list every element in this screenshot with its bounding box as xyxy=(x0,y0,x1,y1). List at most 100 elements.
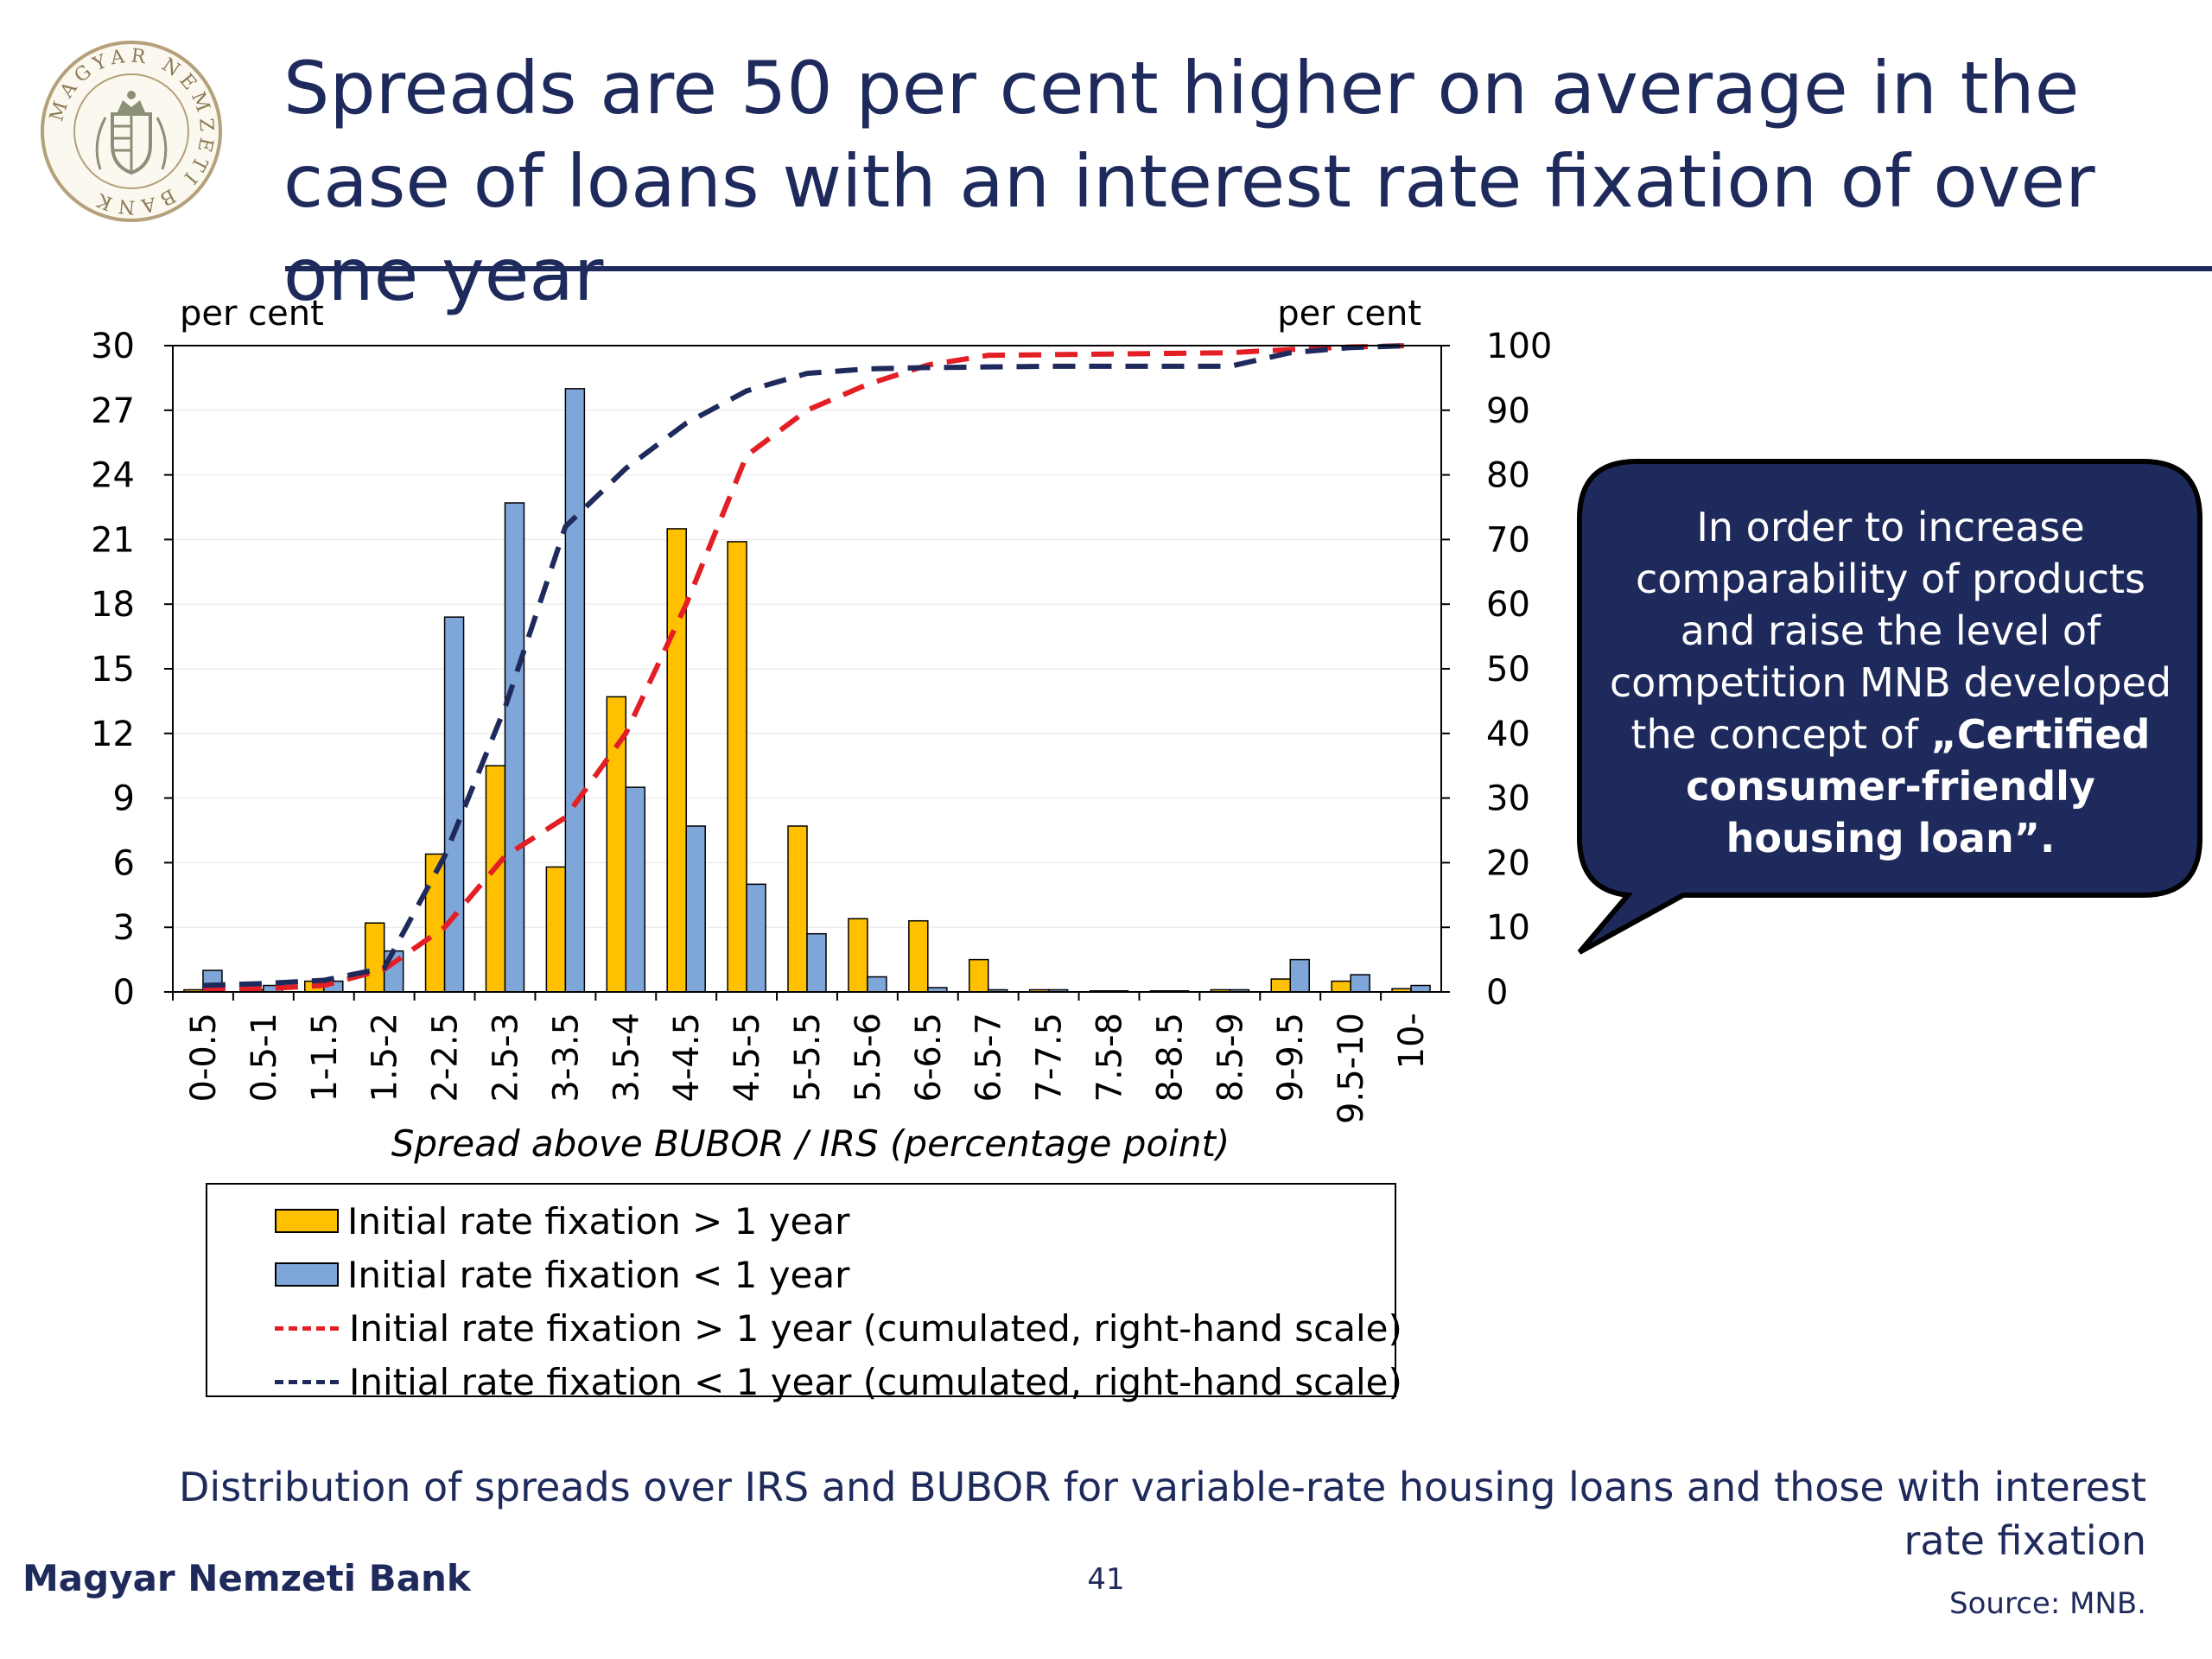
callout-text-bold: „Certified consumer-friendly housing loa… xyxy=(1686,711,2151,861)
x-tick-label: 7.5-8 xyxy=(1090,1013,1130,1103)
left-tick-label: 24 xyxy=(91,456,135,496)
x-tick-label: 4-4.5 xyxy=(667,1013,707,1103)
bar-fixation-over-1y xyxy=(787,825,808,993)
legend-label: Initial rate fixation > 1 year (cumulate… xyxy=(349,1306,1402,1350)
x-tick-label: 7-7.5 xyxy=(1030,1013,1070,1103)
page-title: Spreads are 50 per cent higher on averag… xyxy=(283,46,2095,317)
left-tick-label: 21 xyxy=(91,520,135,560)
cumulative-lines xyxy=(202,343,1412,993)
bar-fixation-over-1y xyxy=(908,919,929,993)
x-tick-label: 2.5-3 xyxy=(486,1013,525,1103)
left-tick-label: 0 xyxy=(113,973,135,1013)
right-tick-label: 10 xyxy=(1486,908,1530,948)
bar-fixation-over-1y xyxy=(364,922,385,993)
x-tick-label: 1.5-2 xyxy=(365,1013,405,1103)
x-tick-label: 10- xyxy=(1392,1013,1432,1069)
page-number: 41 xyxy=(1087,1562,1125,1597)
right-tick-label: 90 xyxy=(1486,391,1530,431)
line-cumulated-over-1y xyxy=(202,343,1412,993)
legend-label: Initial rate fixation > 1 year xyxy=(347,1199,850,1243)
bar-fixation-over-1y xyxy=(1270,978,1291,993)
legend-swatch-blue xyxy=(275,1262,339,1287)
title-divider xyxy=(285,266,2212,271)
left-tick-label: 6 xyxy=(113,843,135,883)
bar-fixation-under-1y xyxy=(564,388,586,993)
axis-ticks: 0 3 6 9 12 15 18 21 24 27 30 0 10 20 30 40 50 60 70 80 90 100… xyxy=(91,327,1552,1124)
bar-fixation-under-1y xyxy=(1289,958,1310,993)
spread-distribution-chart: 0 3 6 9 12 15 18 21 24 27 30 0 10 20 30 40 50 60 70 80 90 100… xyxy=(91,294,1552,1165)
x-tick-label: 2-2.5 xyxy=(426,1013,466,1103)
x-tick-label: 9-9.5 xyxy=(1271,1013,1311,1103)
bar-fixation-over-1y xyxy=(968,958,989,993)
bar-fixation-over-1y xyxy=(727,541,747,993)
source-note: Source: MNB. xyxy=(1949,1586,2146,1621)
x-axis-label: Spread above BUBOR / IRS (percentage poi… xyxy=(391,1122,1230,1165)
left-tick-label: 27 xyxy=(91,391,135,431)
bar-fixation-over-1y xyxy=(1331,980,1351,993)
coat-of-arms-icon xyxy=(95,91,168,175)
right-tick-label: 30 xyxy=(1486,779,1530,819)
bar-fixation-under-1y xyxy=(867,976,887,993)
speech-bubble xyxy=(1577,459,2202,955)
callout-text: In order to increase comparability of pr… xyxy=(1605,501,2176,864)
legend-label: Initial rate fixation < 1 year (cumulate… xyxy=(349,1360,1402,1403)
legend-item-fixation-under-1y: Initial rate fixation < 1 year xyxy=(275,1250,849,1299)
left-tick-label: 18 xyxy=(91,585,135,625)
bars xyxy=(183,388,1431,993)
callout-text-plain: In order to increase comparability of pr… xyxy=(1609,504,2172,758)
bar-fixation-under-1y xyxy=(443,616,465,993)
chart-caption: Distribution of spreads over IRS and BUB… xyxy=(179,1464,2146,1564)
x-tick-label: 5-5.5 xyxy=(788,1013,828,1103)
bar-fixation-over-1y xyxy=(545,866,567,993)
footer-bank-name: Magyar Nemzeti Bank xyxy=(22,1557,471,1599)
right-tick-label: 20 xyxy=(1486,843,1530,883)
left-tick-label: 9 xyxy=(113,779,135,819)
chart-legend: Initial rate fixation > 1 year Initial r… xyxy=(206,1183,1402,1403)
bar-fixation-under-1y xyxy=(685,825,706,993)
left-tick-label: 3 xyxy=(113,908,135,948)
right-tick-label: 40 xyxy=(1486,715,1530,754)
right-tick-label: 80 xyxy=(1486,456,1530,496)
left-axis-unit: per cent xyxy=(180,294,324,334)
mnb-logo: MAGYAR NEMZETI BANK xyxy=(41,41,222,222)
bar-fixation-over-1y xyxy=(485,765,506,993)
legend-swatch-orange xyxy=(275,1209,339,1233)
right-tick-label: 60 xyxy=(1486,585,1530,625)
left-tick-label: 12 xyxy=(91,715,135,754)
bar-fixation-over-1y xyxy=(666,528,687,993)
legend-dash-red xyxy=(275,1325,339,1331)
x-tick-label: 8-8.5 xyxy=(1150,1013,1190,1103)
left-tick-label: 30 xyxy=(91,327,135,366)
bar-fixation-under-1y xyxy=(1350,974,1370,993)
x-tick-label: 8.5-9 xyxy=(1211,1013,1250,1103)
x-tick-label: 9.5-10 xyxy=(1332,1013,1371,1124)
bar-fixation-under-1y xyxy=(806,932,827,993)
legend-dash-navy xyxy=(275,1379,339,1384)
x-tick-label: 0.5-1 xyxy=(245,1013,284,1103)
right-axis-unit: per cent xyxy=(1277,294,1421,334)
legend-item-cumulated-under-1y: Initial rate fixation < 1 year (cumulate… xyxy=(275,1357,1402,1406)
x-tick-label: 3-3.5 xyxy=(546,1013,586,1103)
x-tick-label: 3.5-4 xyxy=(607,1013,646,1103)
right-tick-label: 100 xyxy=(1486,327,1552,366)
legend-item-cumulated-over-1y: Initial rate fixation > 1 year (cumulate… xyxy=(275,1304,1402,1352)
line-cumulated-under-1y xyxy=(202,343,1412,988)
right-tick-label: 50 xyxy=(1486,650,1530,690)
legend-item-fixation-over-1y: Initial rate fixation > 1 year xyxy=(275,1197,849,1245)
x-tick-label: 6.5-7 xyxy=(969,1013,1009,1103)
x-tick-label: 6-6.5 xyxy=(909,1013,949,1103)
bar-fixation-under-1y xyxy=(625,786,646,993)
bar-fixation-under-1y xyxy=(1410,984,1431,993)
x-tick-label: 1-1.5 xyxy=(305,1013,345,1103)
x-tick-label: 5.5-6 xyxy=(849,1013,888,1103)
bar-fixation-under-1y xyxy=(746,883,766,993)
x-tick-label: 4.5-5 xyxy=(728,1013,767,1103)
right-tick-label: 70 xyxy=(1486,520,1530,560)
left-tick-label: 15 xyxy=(91,650,135,690)
right-tick-label: 0 xyxy=(1486,973,1508,1013)
legend-label: Initial rate fixation < 1 year xyxy=(347,1253,850,1296)
bar-fixation-under-1y xyxy=(504,502,525,993)
bar-fixation-over-1y xyxy=(424,853,446,993)
bar-fixation-over-1y xyxy=(848,918,868,993)
x-tick-label: 0-0.5 xyxy=(184,1013,224,1103)
